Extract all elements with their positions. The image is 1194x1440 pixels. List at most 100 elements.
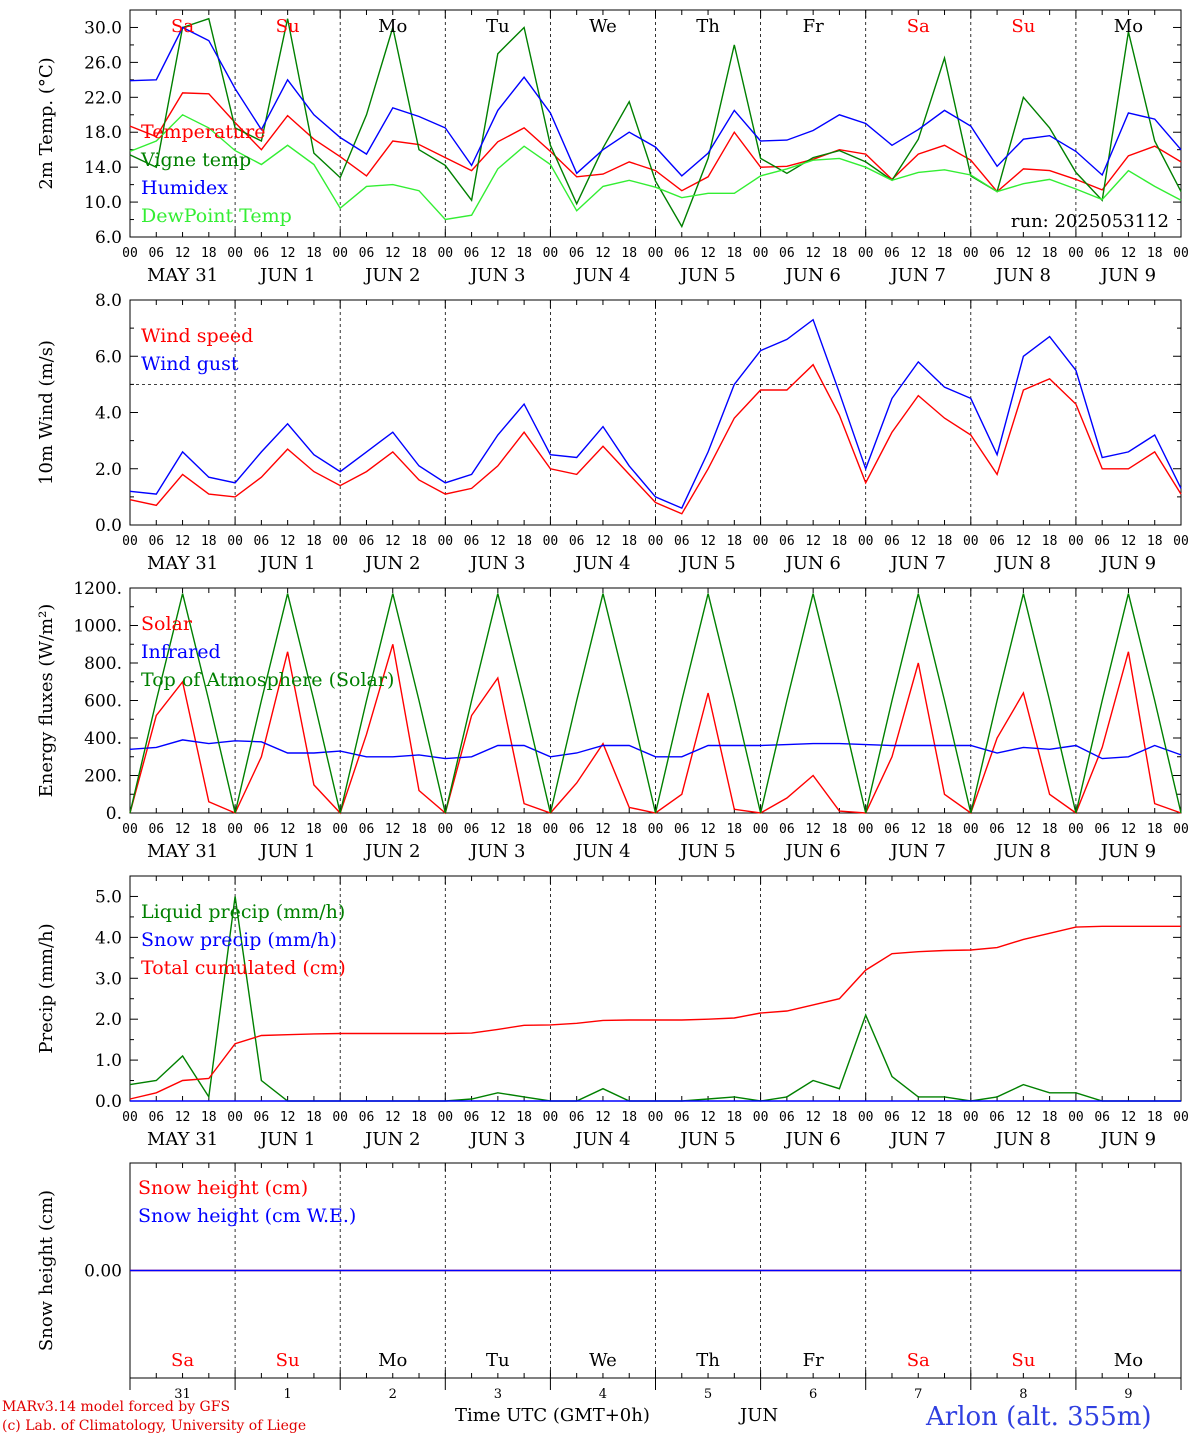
hour-tick-label: 12 (1016, 1110, 1032, 1125)
series-line-temperature (129, 92, 1182, 193)
y-tick-label: 0.0 (95, 1092, 122, 1112)
series-line-top-of-atmosphere-solar- (129, 593, 1182, 814)
hour-tick-label: 12 (280, 1110, 296, 1125)
hour-tick-label: 18 (832, 246, 848, 261)
date-label: JUN 3 (468, 1129, 525, 1150)
hour-tick-label: 06 (1094, 534, 1110, 549)
day-number: 2 (389, 1387, 397, 1402)
hour-tick-label: 18 (411, 246, 427, 261)
hour-tick-label: 06 (148, 534, 164, 549)
day-abbr: Mo (1114, 1350, 1143, 1371)
hour-tick-label: 00 (543, 1110, 559, 1125)
hour-tick-label: 06 (674, 534, 690, 549)
hour-tick-label: 06 (569, 246, 585, 261)
day-number: 7 (914, 1387, 922, 1402)
hour-tick-label: 12 (805, 822, 821, 837)
day-abbr: Sa (171, 16, 194, 37)
footer-credits: MARv3.14 model forced by GFS (c) Lab. of… (2, 1398, 306, 1436)
series-line-wind-speed (129, 363, 1182, 515)
panel-3: 0. 200. 400. 600. 800. 1000. 1200. Energy fluxe… (36, 579, 1189, 862)
hour-tick-label: 00 (858, 1110, 874, 1125)
day-abbr: Th (696, 16, 720, 37)
hour-tick-label: 18 (832, 1110, 848, 1125)
hour-tick-label: 06 (569, 534, 585, 549)
y-tick-label: 0.0 (95, 516, 122, 536)
hour-tick-label: 00 (437, 822, 453, 837)
hour-tick-label: 06 (1094, 1110, 1110, 1125)
hour-tick-label: 06 (254, 1110, 270, 1125)
date-label: JUN 8 (994, 553, 1051, 574)
hour-tick-label: 12 (1121, 246, 1137, 261)
hour-tick-label: 00 (122, 534, 138, 549)
hour-tick-label: 18 (1147, 246, 1163, 261)
date-label: JUN 5 (678, 553, 735, 574)
hour-tick-label: 12 (805, 534, 821, 549)
x-axis-title: Time UTC (GMT+0h) (455, 1405, 650, 1426)
hour-tick-label: 00 (1173, 534, 1189, 549)
day-number: 8 (1019, 1387, 1027, 1402)
hour-tick-label: 06 (989, 246, 1005, 261)
hour-tick-label: 00 (753, 534, 769, 549)
hour-tick-label: 12 (700, 246, 716, 261)
date-label: JUN 2 (363, 1129, 420, 1150)
day-abbr: Sa (171, 1350, 194, 1371)
hour-tick-label: 12 (175, 1110, 191, 1125)
hour-tick-label: 18 (621, 822, 637, 837)
series-line-humidex (129, 26, 1182, 177)
legend-entry: Snow height (cm) (138, 1177, 308, 1199)
y-tick-label: 600. (84, 692, 122, 712)
date-label: JUN 4 (573, 1129, 630, 1150)
hour-tick-label: 00 (753, 1110, 769, 1125)
hour-tick-label: 06 (674, 246, 690, 261)
hour-tick-label: 18 (726, 534, 742, 549)
hour-tick-label: 00 (648, 822, 664, 837)
date-label: JUN 9 (1099, 265, 1156, 286)
hour-tick-label: 12 (595, 1110, 611, 1125)
hour-tick-label: 00 (122, 246, 138, 261)
hour-tick-label: 18 (937, 246, 953, 261)
series-line-infrared (129, 739, 1182, 760)
hour-tick-label: 00 (227, 1110, 243, 1125)
hour-tick-label: 18 (516, 246, 532, 261)
hour-tick-label: 06 (1094, 822, 1110, 837)
series-line-total-cumulated-cm- (129, 925, 1181, 1100)
y-tick-label: 3.0 (95, 969, 122, 989)
hour-tick-label: 12 (385, 822, 401, 837)
panel-2: 0.0 2.0 4.0 6.0 8.0 10m Wind (m/s) Wind speed W… (36, 291, 1189, 574)
date-label: JUN 2 (363, 265, 420, 286)
day-abbr: Mo (1114, 16, 1143, 37)
legend-entry: DewPoint Temp (141, 205, 292, 227)
legend-entry: Wind gust (141, 353, 239, 375)
date-label: JUN 5 (678, 841, 735, 862)
lab-credit: (c) Lab. of Climatology, University of L… (2, 1418, 307, 1434)
hour-tick-label: 12 (280, 534, 296, 549)
panel-4: 0.0 1.0 2.0 3.0 4.0 5.0 Precip (mm/h) Liquid pr… (36, 875, 1189, 1150)
hour-tick-label: 12 (1016, 822, 1032, 837)
hour-tick-label: 00 (858, 246, 874, 261)
hour-tick-label: 18 (621, 534, 637, 549)
hour-tick-label: 12 (700, 1110, 716, 1125)
hour-tick-label: 12 (595, 246, 611, 261)
day-abbr: We (589, 16, 617, 37)
hour-tick-label: 06 (779, 534, 795, 549)
legend-entry: Temperature (141, 121, 265, 143)
hour-tick-label: 06 (779, 1110, 795, 1125)
hour-tick-label: 12 (805, 246, 821, 261)
hour-tick-label: 00 (437, 1110, 453, 1125)
date-label: JUN 1 (258, 841, 315, 862)
station-name: Arlon (alt. 355m) (926, 1402, 1152, 1432)
y-tick-label: 22.0 (84, 88, 122, 108)
hour-tick-label: 18 (726, 1110, 742, 1125)
hour-tick-label: 18 (726, 822, 742, 837)
run-annotation: run: 2025053112 (1011, 211, 1169, 232)
day-number: 9 (1124, 1387, 1132, 1402)
hour-tick-label: 06 (989, 822, 1005, 837)
hour-tick-label: 18 (1042, 534, 1058, 549)
hour-tick-label: 00 (963, 246, 979, 261)
hour-tick-label: 12 (490, 246, 506, 261)
date-label: JUN 6 (783, 553, 840, 574)
hour-tick-label: 00 (1068, 534, 1084, 549)
legend-entry: Liquid precip (mm/h) (141, 901, 345, 923)
hour-tick-label: 00 (1173, 246, 1189, 261)
